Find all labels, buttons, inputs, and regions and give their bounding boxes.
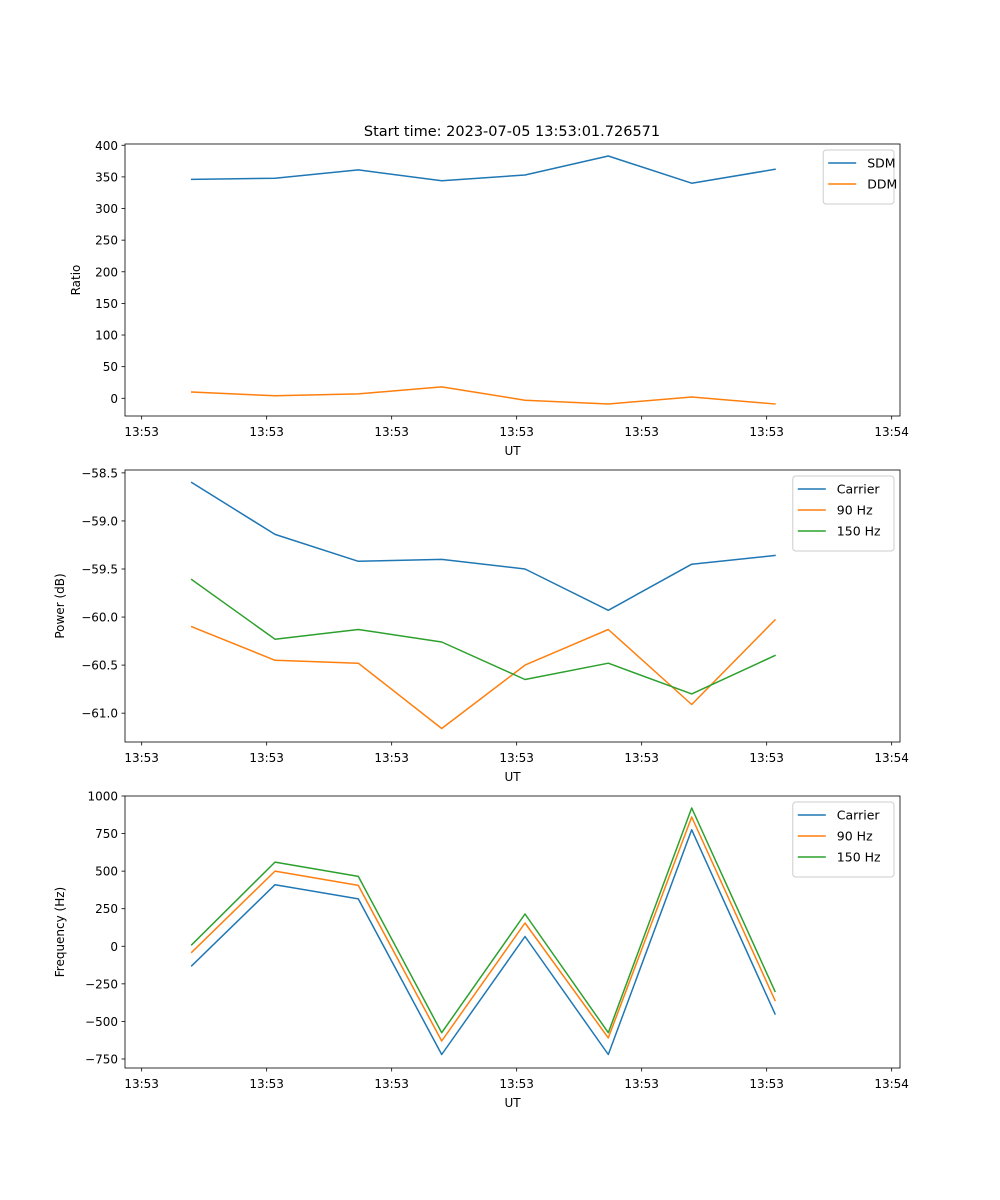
axes-frame: [124, 143, 901, 417]
x-tick-label: 13:53: [124, 425, 159, 439]
y-tick-label: 1000: [87, 790, 118, 804]
legend-label: 150 Hz: [837, 524, 881, 539]
y-tick-label: 400: [95, 139, 118, 153]
y-tick-label: −59.0: [81, 514, 118, 528]
y-tick-label: 0: [110, 940, 118, 954]
y-tick-label: 100: [95, 329, 118, 343]
legend-label: 150 Hz: [837, 850, 881, 865]
x-tick-label: 13:53: [624, 751, 659, 765]
y-axis-label: Power (dB): [53, 573, 67, 638]
y-tick-label: 300: [95, 202, 118, 216]
y-tick-label: 0: [110, 392, 118, 406]
x-tick-label: 13:53: [624, 1077, 659, 1091]
x-tick-label: 13:53: [374, 751, 409, 765]
x-tick-label: 13:53: [749, 425, 784, 439]
x-tick-label: 13:53: [249, 425, 284, 439]
series-line-sdm: [190, 155, 776, 184]
axes-frame: [124, 795, 901, 1069]
x-axis-label: UT: [504, 444, 521, 458]
legend-label: 90 Hz: [837, 503, 873, 518]
y-tick-label: −61.0: [81, 707, 118, 721]
y-tick-label: 250: [95, 234, 118, 248]
y-tick-label: −250: [85, 977, 118, 991]
legend-label: 90 Hz: [837, 829, 873, 844]
y-tick-label: −500: [85, 1015, 118, 1029]
panels: 13:53 13:53 13:53 13:53 13:53 13:53 13:54 UT 0 50…: [53, 139, 909, 1110]
x-tick-label: 13:53: [749, 1077, 784, 1091]
panel-1: 13:53 13:53 13:53 13:53 13:53 13:53 13:54 UT 0 50…: [69, 139, 909, 458]
x-tick-label: 13:54: [874, 425, 909, 439]
y-tick-label: 350: [95, 170, 118, 184]
legend: Carrier 90 Hz 150 Hz: [792, 801, 895, 878]
x-tick-label: 13:53: [249, 751, 284, 765]
legend-box: [792, 475, 895, 552]
axes-frame: [124, 469, 901, 743]
y-tick-label: 50: [103, 360, 118, 374]
y-axis-label: Ratio: [69, 265, 83, 296]
x-tick-label: 13:53: [249, 1077, 284, 1091]
y-tick-label: 250: [95, 902, 118, 916]
chart-title: Start time: 2023-07-05 13:53:01.726571: [364, 124, 660, 140]
x-tick-label: 13:53: [624, 425, 659, 439]
y-tick-label: 150: [95, 297, 118, 311]
x-axis-label: UT: [504, 770, 521, 784]
legend: SDM DDM: [822, 149, 897, 205]
x-axis-label: UT: [504, 1096, 521, 1110]
y-tick-label: −58.5: [81, 466, 118, 480]
y-tick-label: 200: [95, 265, 118, 279]
x-tick-label: 13:53: [374, 1077, 409, 1091]
series-line-90-hz: [190, 816, 776, 1042]
x-tick-label: 13:54: [874, 1077, 909, 1091]
x-tick-label: 13:53: [499, 425, 534, 439]
series-line-150-hz: [190, 807, 776, 1034]
legend: Carrier 90 Hz 150 Hz: [792, 475, 895, 552]
legend-label: Carrier: [837, 482, 881, 497]
series-line-150-hz: [190, 578, 776, 695]
y-tick-label: 750: [95, 827, 118, 841]
x-tick-label: 13:53: [124, 751, 159, 765]
panel-3: 13:53 13:53 13:53 13:53 13:53 13:53 13:54 UT −75…: [53, 790, 909, 1111]
y-tick-label: −59.5: [81, 562, 118, 576]
series-line-ddm: [190, 386, 776, 405]
x-tick-label: 13:53: [499, 751, 534, 765]
legend-label: DDM: [867, 177, 897, 192]
legend-label: Carrier: [837, 808, 881, 823]
series-line-carrier: [190, 481, 776, 612]
x-tick-label: 13:53: [374, 425, 409, 439]
y-tick-label: −60.5: [81, 659, 118, 673]
legend-box: [792, 801, 895, 878]
x-tick-label: 13:54: [874, 751, 909, 765]
series-line-carrier: [190, 829, 776, 1056]
y-tick-label: −60.0: [81, 611, 118, 625]
x-tick-label: 13:53: [499, 1077, 534, 1091]
x-tick-label: 13:53: [124, 1077, 159, 1091]
panel-2: 13:53 13:53 13:53 13:53 13:53 13:53 13:54 UT −61…: [53, 466, 909, 784]
x-tick-label: 13:53: [749, 751, 784, 765]
y-tick-label: −750: [85, 1052, 118, 1066]
y-tick-label: 500: [95, 865, 118, 879]
series-line-90-hz: [190, 618, 777, 730]
y-axis-label: Frequency (Hz): [53, 887, 67, 978]
legend-label: SDM: [867, 156, 895, 171]
